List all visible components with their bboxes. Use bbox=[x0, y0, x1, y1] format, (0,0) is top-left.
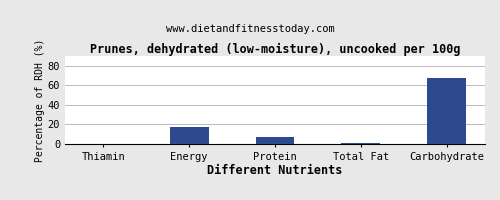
X-axis label: Different Nutrients: Different Nutrients bbox=[208, 164, 342, 177]
Bar bbox=[342, 143, 380, 144]
Bar bbox=[170, 127, 208, 144]
Text: www.dietandfitnesstoday.com: www.dietandfitnesstoday.com bbox=[166, 24, 334, 34]
Bar bbox=[256, 137, 294, 144]
Bar bbox=[428, 78, 466, 144]
Y-axis label: Percentage of RDH (%): Percentage of RDH (%) bbox=[35, 38, 45, 162]
Title: Prunes, dehydrated (low-moisture), uncooked per 100g: Prunes, dehydrated (low-moisture), uncoo… bbox=[90, 43, 460, 56]
